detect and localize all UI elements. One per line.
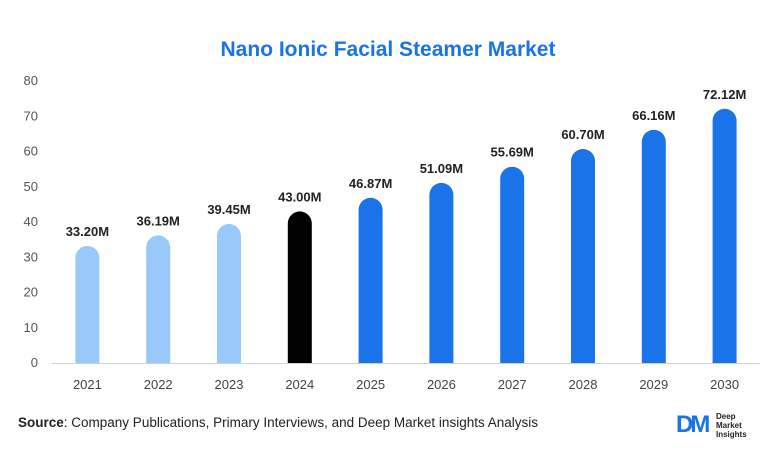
data-label: 43.00M xyxy=(278,189,321,204)
bar xyxy=(287,211,312,363)
source-note: Source: Company Publications, Primary In… xyxy=(18,415,538,430)
bar xyxy=(429,182,454,363)
data-label: 46.87M xyxy=(349,176,392,191)
y-tick-label: 80 xyxy=(24,73,38,88)
bar xyxy=(75,245,100,363)
x-tick-label: 2023 xyxy=(215,377,244,392)
chart-title: Nano Ionic Facial Steamer Market xyxy=(220,38,556,61)
x-tick-label: 2029 xyxy=(639,377,668,392)
data-label: 72.12M xyxy=(703,87,746,102)
logo-line-3: Insights xyxy=(716,430,747,439)
x-tick-label: 2021 xyxy=(73,377,102,392)
y-tick-label: 10 xyxy=(24,320,38,335)
bar xyxy=(358,197,383,363)
bar xyxy=(641,129,666,363)
source-label: Source xyxy=(18,415,64,430)
y-tick-label: 40 xyxy=(24,214,38,229)
y-tick-label: 50 xyxy=(24,179,38,194)
data-label: 55.69M xyxy=(491,145,534,160)
bar xyxy=(500,166,525,363)
x-tick-label: 2026 xyxy=(427,377,456,392)
bar xyxy=(712,108,737,363)
x-tick-label: 2027 xyxy=(498,377,527,392)
logo-line-2: Market xyxy=(716,421,742,430)
source-text: : Company Publications, Primary Intervie… xyxy=(63,415,538,430)
data-label: 66.16M xyxy=(632,108,675,123)
x-tick-label: 2028 xyxy=(569,377,598,392)
bar xyxy=(146,235,171,363)
data-label: 36.19M xyxy=(137,213,180,228)
logo-mark: DM xyxy=(676,411,710,438)
logo-line-1: Deep xyxy=(716,412,736,421)
bar xyxy=(571,149,595,363)
data-label: 39.45M xyxy=(207,202,250,217)
x-tick-label: 2022 xyxy=(144,377,173,392)
y-tick-label: 70 xyxy=(24,108,38,123)
y-tick-label: 0 xyxy=(31,355,38,370)
logo: DM Deep Market Insights xyxy=(676,410,766,440)
data-label: 33.20M xyxy=(66,224,109,239)
y-tick-label: 20 xyxy=(24,285,38,300)
logo-text: Deep Market Insights xyxy=(716,412,747,439)
x-tick-label: 2025 xyxy=(356,377,385,392)
bar xyxy=(217,223,241,363)
x-tick-label: 2024 xyxy=(285,377,314,392)
y-tick-label: 60 xyxy=(24,144,38,159)
bar-chart: 0102030405060708033.20M202136.19M202239.… xyxy=(24,73,760,392)
y-tick-label: 30 xyxy=(24,249,38,264)
data-label: 51.09M xyxy=(420,161,463,176)
x-tick-label: 2030 xyxy=(710,377,739,392)
data-label: 60.70M xyxy=(561,127,604,142)
